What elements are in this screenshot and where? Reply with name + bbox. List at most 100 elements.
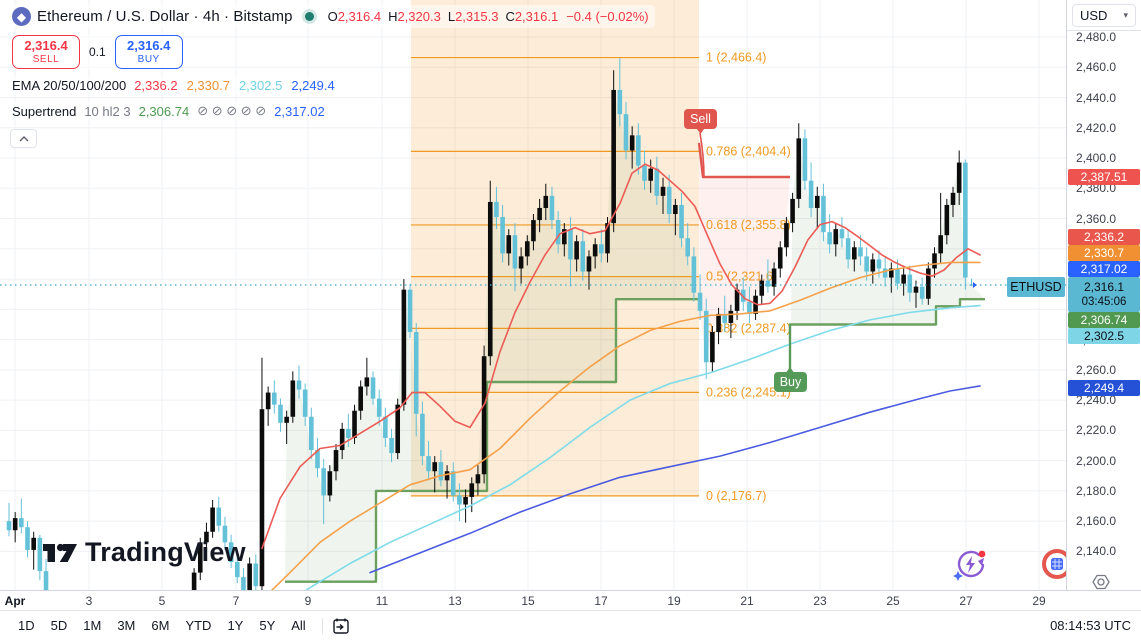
time-tick-label: 3 [85,594,93,608]
ema-indicator-name: EMA 20/50/100/200 [12,78,127,93]
last-value-marker [973,281,977,288]
time-tick-label: 9 [304,594,312,608]
sell-button[interactable]: 2,316.4 SELL [12,35,80,69]
plot-area: 1 (2,466.4) 0.786 (2,404.4) 0.618 (2,355.8… [0,0,1066,606]
range-button-5d[interactable]: 5D [43,615,76,636]
currency-selector[interactable]: USD ▾ [1072,4,1136,27]
range-button-1m[interactable]: 1M [75,615,109,636]
price-tick-label: 2,400.0 [1076,151,1117,166]
time-tick-label: 7 [232,594,240,608]
range-button-5y[interactable]: 5Y [251,615,283,636]
svg-text:Buy: Buy [780,375,802,389]
price-tick-label: 2,420.0 [1076,120,1117,135]
currency-label: USD [1080,8,1108,23]
range-button-ytd[interactable]: YTD [177,615,219,636]
price-tick-label: 2,160.0 [1076,514,1117,529]
calendar-icon [333,618,349,634]
ema-line [270,261,981,590]
buy-label: BUY [137,53,160,65]
price-label: 2,317.02 [1068,261,1140,277]
server-clock: 08:14:53 UTC [1050,618,1131,633]
supertrend-up-value: 2,306.74 [138,103,190,119]
time-scale[interactable]: Apr 3 5 7 9 11 13 15 17 19 21 23 25 27 29 [0,590,1141,610]
time-tick-label: 11 [375,594,389,608]
ema-values: 2,336.2 2,330.7 2,302.5 2,249.4 [134,78,344,93]
time-tick-label: 21 [740,594,754,608]
fib-level-label: 0 (2,176.7) [706,489,766,503]
ema-legend-row[interactable]: EMA 20/50/100/200 2,336.2 2,330.7 2,302.5 2… [10,77,350,94]
fib-level-label: 0.786 (2,404.4) [706,144,791,158]
bottom-toolbar: 1D 5D 1M 3M 6M YTD 1Y 5Y All 08:14:53 UTC [0,610,1141,640]
ema-line [261,163,981,550]
tradingview-logo-icon [43,543,77,562]
range-button-1y[interactable]: 1Y [219,615,251,636]
fib-level-label: 0.5 (2,321.6) [706,270,777,284]
range-button-all[interactable]: All [283,615,313,636]
price-scale[interactable]: USD ▾ 2,480.0 2,460.0 2,440.0 2,420.0 2,400.… [1066,0,1141,610]
buy-button[interactable]: 2,316.4 BUY [114,35,183,69]
price-label: 2,306.74 [1068,312,1140,328]
sell-signal-label: Sell [684,109,717,177]
time-tick-label: 19 [667,594,681,608]
supertrend-zone [790,138,985,388]
buy-signal-label: Buy [774,324,807,392]
supertrend-legend-row[interactable]: Supertrend 10 hl2 3 2,306.74 ⊘ ⊘ ⊘ ⊘ ⊘ 2… [10,102,331,120]
candlestick-series[interactable] [6,58,974,606]
chevron-up-icon [19,135,28,141]
ema-value: 2,330.7 [186,78,230,93]
supertrend-params: 10 hl2 3 [84,103,131,119]
fib-level-label: 0.618 (2,355.8) [706,218,791,232]
price-tick-label: 2,480.0 [1076,30,1117,44]
ema-value: 2,336.2 [134,78,178,93]
range-button-6m[interactable]: 6M [143,615,177,636]
price-label: 2,387.51 [1068,169,1140,185]
ema-line [369,385,981,574]
ema-value: 2,302.5 [238,78,283,93]
price-tick-label: 2,200.0 [1076,453,1117,468]
fib-level-label: 1 (2,466.4) [706,51,766,65]
toolbar-divider [321,617,323,634]
sell-price: 2,316.4 [24,38,68,54]
ohlc-item: C2,316.1 [505,9,559,24]
svg-text:Sell: Sell [690,112,711,126]
time-tick-label: 17 [594,594,608,608]
price-change: −0.4 (−0.02%) [566,9,649,24]
range-button-1d[interactable]: 1D [10,615,43,636]
price-tick-label: 2,260.0 [1076,362,1117,377]
price-label: 2,302.5 [1068,328,1140,344]
collapse-legend-button[interactable] [10,129,37,148]
fib-level-label: 0.382 (2,287.4) [706,321,791,335]
symbol-legend-row[interactable]: ◆ Ethereum / U.S. Dollar · 4h · Bitstamp… [10,5,655,28]
price-tick-label: 2,440.0 [1076,90,1117,105]
ohlc-item: H2,320.3 [388,9,441,24]
symbol-title: Ethereum / U.S. Dollar · 4h · Bitstamp [37,8,293,25]
go-to-date-button[interactable] [331,616,351,636]
ohlc-values: O2,316.4 H2,320.3 L2,315.3 C2,316.1 [328,9,559,24]
price-tick-label: 2,460.0 [1076,60,1117,75]
sell-label: SELL [32,53,60,65]
price-tick-label: 2,180.0 [1076,483,1117,498]
supertrend-indicator-name: Supertrend [12,103,77,119]
symbol-price-tag: ETHUSD [1007,277,1065,297]
time-tick-label: 5 [158,594,166,608]
watermark-text: TradingView [85,537,246,567]
price-scale-settings-icon[interactable] [1091,572,1111,597]
chevron-down-icon: ▾ [1123,10,1128,20]
tradingview-watermark: TradingView [42,537,246,568]
price-tick-label: 2,240.0 [1076,393,1117,408]
price-label: 2,336.2 [1068,229,1140,245]
time-tick-label: 23 [813,594,827,608]
price-tick-label: 2,220.0 [1076,423,1117,438]
ema-line [305,304,981,590]
fib-band [411,0,699,496]
ema-value: 2,249.4 [291,78,335,93]
buy-price: 2,316.4 [127,38,171,54]
price-label: 2,330.7 [1068,245,1140,261]
ethereum-icon: ◆ [12,7,31,26]
time-tick-label: 13 [448,594,462,608]
boost-icon[interactable] [951,547,989,588]
range-button-3m[interactable]: 3M [109,615,143,636]
grid [0,0,1066,590]
supertrend-line [285,298,699,583]
